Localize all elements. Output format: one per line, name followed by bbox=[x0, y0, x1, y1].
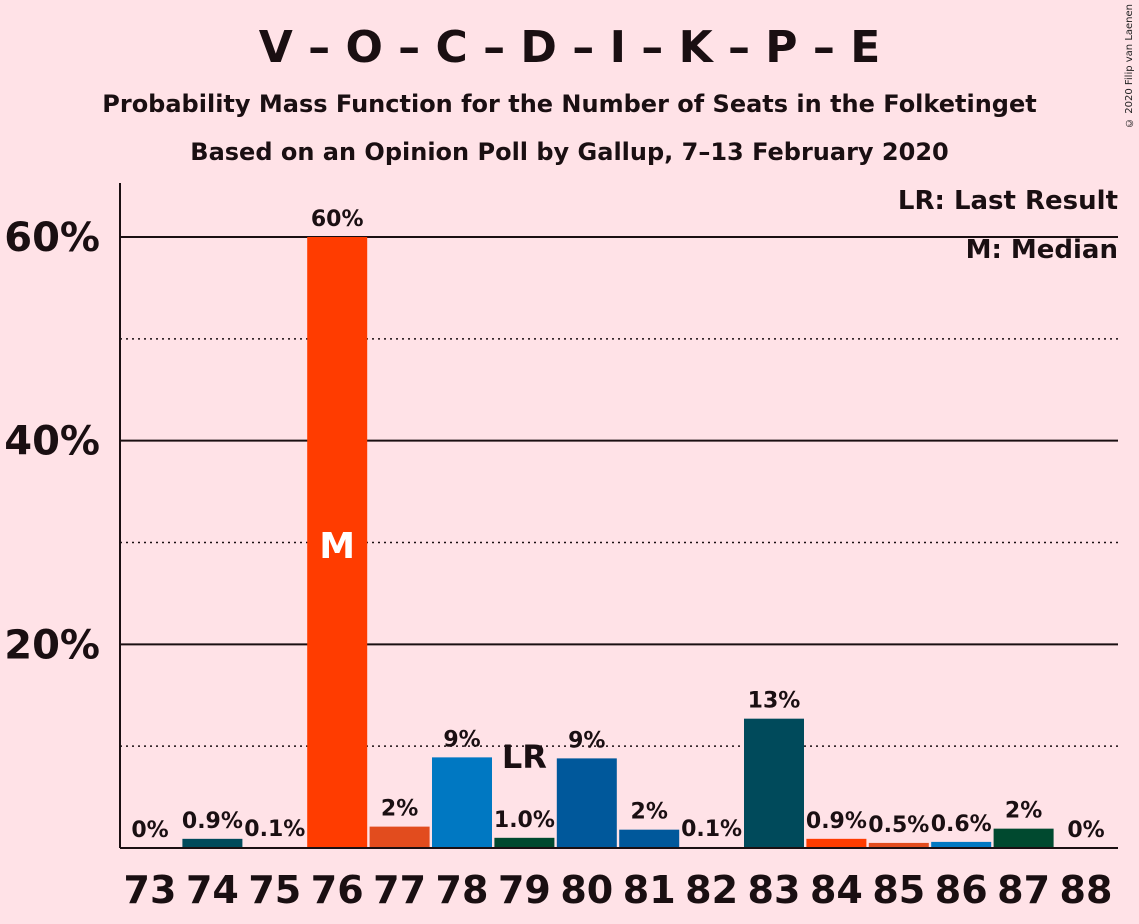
chart-subtitle: Probability Mass Function for the Number… bbox=[102, 90, 1037, 118]
data-label: 0.1% bbox=[244, 817, 305, 842]
bars bbox=[182, 237, 1054, 848]
x-tick-label: 87 bbox=[997, 868, 1050, 912]
data-label: 0.9% bbox=[806, 809, 867, 834]
data-label: 2% bbox=[631, 800, 668, 825]
axes: 20% 40% 60% 73 74 75 76 77 78 79 80 81 82 83 84 85 86 87 8… bbox=[4, 183, 1118, 912]
bar-81 bbox=[619, 829, 680, 848]
x-tick-label: 82 bbox=[685, 868, 738, 912]
bar-78 bbox=[432, 757, 492, 848]
bar-87 bbox=[993, 828, 1054, 848]
data-labels: 0% 0.9% 0.1%60%2%9%1.0%9%2%0.1%13%0.9% 0.5%… bbox=[131, 207, 1104, 843]
data-label: 0.1% bbox=[681, 817, 742, 842]
bar-83 bbox=[744, 718, 804, 848]
x-tick-label: 88 bbox=[1060, 868, 1113, 912]
y-tick-label: 20% bbox=[4, 622, 100, 668]
data-label: 2% bbox=[1005, 799, 1042, 824]
data-label: 1.0% bbox=[494, 808, 555, 833]
chart-title: V – O – C – D – I – K – P – E bbox=[258, 22, 881, 73]
data-label: 0% bbox=[131, 818, 168, 843]
bar-76 bbox=[307, 237, 368, 848]
data-label: 9% bbox=[443, 727, 480, 752]
data-label: 0.6% bbox=[931, 812, 992, 837]
x-tick-label: 75 bbox=[248, 868, 301, 912]
last-result-marker: LR bbox=[502, 738, 547, 776]
data-label: 13% bbox=[748, 689, 801, 714]
data-label: 9% bbox=[568, 728, 605, 753]
data-label: 60% bbox=[311, 207, 364, 232]
legend-last-result: LR: Last Result bbox=[898, 186, 1118, 216]
data-label: 2% bbox=[381, 797, 418, 822]
data-label: 0.9% bbox=[182, 809, 243, 834]
x-tick-label: 78 bbox=[436, 868, 489, 912]
data-label: 0.5% bbox=[868, 813, 929, 838]
bar-77 bbox=[369, 826, 430, 848]
x-tick-label: 85 bbox=[872, 868, 925, 912]
y-tick-label: 60% bbox=[4, 215, 100, 261]
data-label: 0% bbox=[1067, 818, 1104, 843]
bar-85 bbox=[868, 842, 929, 848]
bar-80 bbox=[556, 758, 617, 848]
bar-79 bbox=[494, 837, 555, 848]
x-tick-label: 79 bbox=[498, 868, 551, 912]
x-tick-label: 74 bbox=[186, 868, 239, 912]
chart-source-line: Based on an Opinion Poll by Gallup, 7–13… bbox=[190, 138, 949, 166]
y-tick-label: 40% bbox=[4, 419, 100, 465]
bar-86 bbox=[931, 841, 992, 848]
bar-74 bbox=[182, 838, 243, 848]
x-tick-label: 81 bbox=[623, 868, 676, 912]
median-marker: M bbox=[319, 526, 355, 567]
gridlines bbox=[120, 236, 1118, 747]
x-tick-label: 80 bbox=[560, 868, 613, 912]
x-tick-label: 76 bbox=[311, 868, 364, 912]
x-tick-label: 86 bbox=[935, 868, 988, 912]
x-tick-label: 73 bbox=[124, 868, 177, 912]
legend-median: M: Median bbox=[966, 235, 1118, 265]
bar-84 bbox=[806, 838, 867, 848]
x-tick-label: 83 bbox=[748, 868, 801, 912]
x-tick-label: 84 bbox=[810, 868, 863, 912]
x-tick-label: 77 bbox=[373, 868, 426, 912]
